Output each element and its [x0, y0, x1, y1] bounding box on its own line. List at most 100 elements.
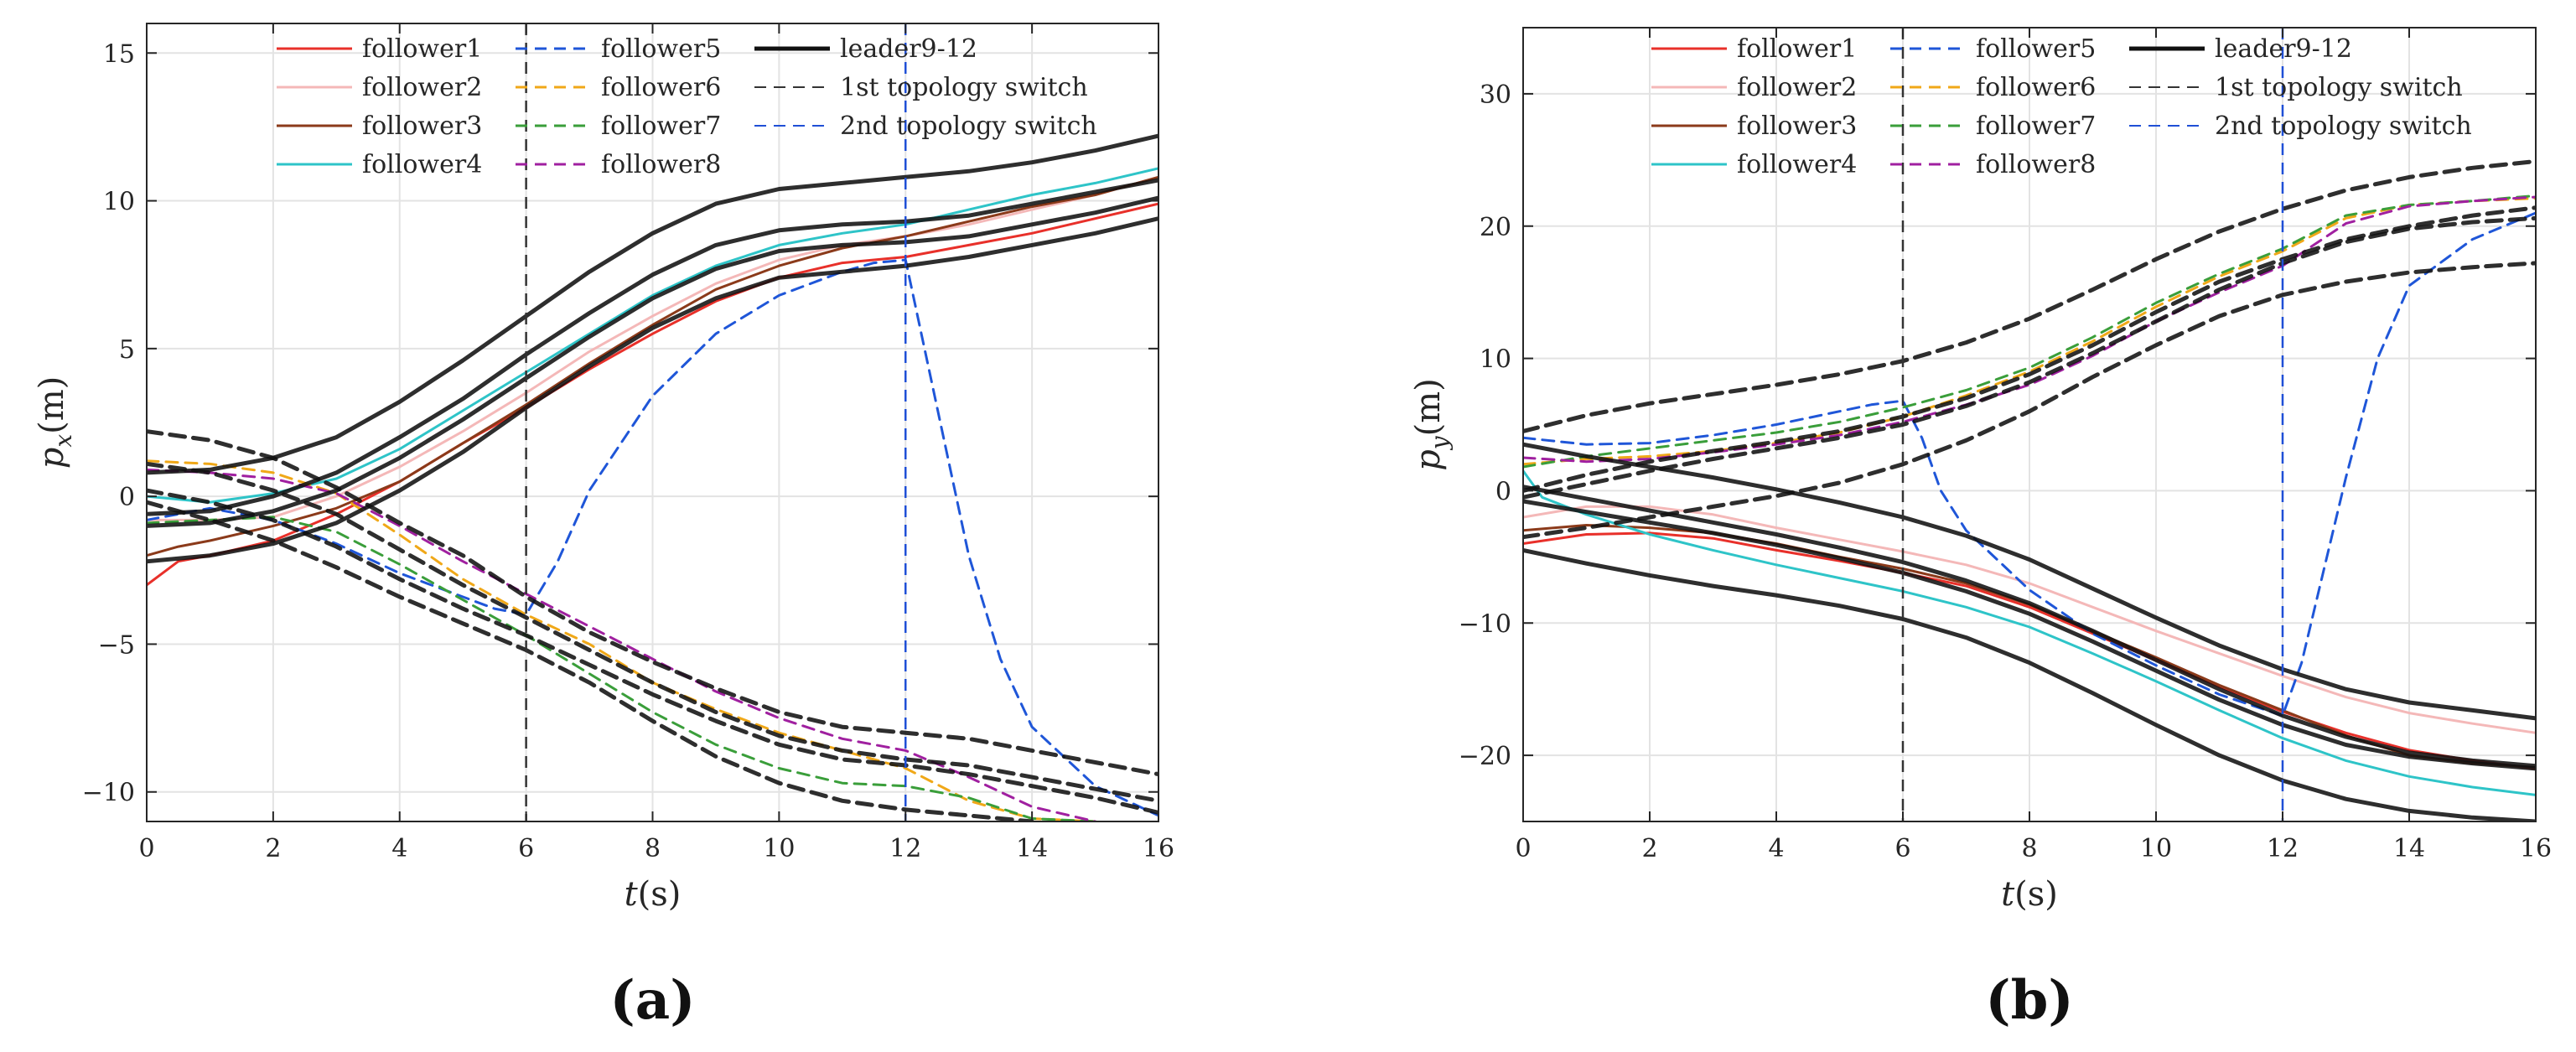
legend-label: 1st topology switch	[2215, 73, 2463, 102]
legend: follower1 follower2 follower3 follower4 foll…	[277, 34, 1097, 179]
y-tick-label: 10	[103, 188, 135, 217]
y-tick-label: 0	[119, 483, 135, 512]
x-tick-label: 14	[2393, 834, 2425, 863]
legend-label: follower7	[1976, 111, 2096, 141]
y-tick-label: 30	[1480, 80, 1511, 110]
legend-label: follower1	[1737, 34, 1857, 64]
y-axis-label-unit: (m)	[33, 376, 71, 434]
legend-label: follower4	[362, 150, 482, 179]
series-line-leader-trajectory-13	[147, 461, 1158, 803]
legend-label: follower5	[1976, 34, 2096, 64]
series-line-leader9-12	[147, 133, 1158, 475]
y-tick-label: −10	[82, 779, 135, 808]
series-line-follower1	[147, 202, 1158, 587]
y-axis-label-unit: (m)	[1409, 378, 1448, 436]
y-axis-label: py(m)	[1409, 378, 1454, 471]
series-line-leader-trajectory-9	[1523, 485, 2536, 769]
chart-panel-b: 0 2 4 6 8 10 12 14 16 −20 −10 0 10 20 30 t(s) py(m) follo…	[1409, 27, 2552, 1032]
legend-label: follower7	[601, 111, 721, 141]
legend-label: follower6	[601, 73, 721, 102]
x-axis-label-var: t	[625, 875, 639, 914]
x-axis-label-unit: (s)	[638, 875, 682, 914]
legend-label: follower2	[362, 73, 482, 102]
x-axis-label: t(s)	[625, 875, 682, 914]
x-tick-label: 0	[138, 834, 154, 863]
series-line-follower3	[147, 175, 1158, 557]
panel-label: (a)	[609, 969, 695, 1032]
series-line-follower5	[147, 258, 1158, 817]
legend-label: follower6	[1976, 73, 2096, 102]
x-tick-label: 0	[1515, 834, 1531, 863]
series-line-follower7	[147, 516, 1097, 821]
legend: follower1 follower2 follower3 follower4 foll…	[1651, 34, 2472, 179]
series-line-follower4	[147, 167, 1158, 504]
series-line-leader-trajectory-15	[1523, 261, 2536, 540]
legend-label: 2nd topology switch	[840, 111, 1097, 141]
series-line-leader-trajectory-10	[147, 195, 1158, 528]
y-axis-label-sub: x	[49, 434, 77, 448]
x-tick-label: 6	[1894, 834, 1910, 863]
y-axis-label: px(m)	[33, 376, 77, 469]
y-axis-label-var: p	[1409, 449, 1448, 471]
x-tick-label: 6	[518, 834, 534, 863]
series-line-leader-trajectory-9	[147, 178, 1158, 516]
x-axis-label-var: t	[2001, 875, 2015, 914]
y-tick-label: 15	[103, 39, 135, 69]
series-line-leader-trajectory-11	[147, 216, 1158, 564]
legend-label: 2nd topology switch	[2215, 111, 2472, 141]
x-axis-label-unit: (s)	[2014, 875, 2058, 914]
legend-label: follower2	[1737, 73, 1857, 102]
y-tick-label: 0	[1495, 477, 1511, 506]
x-tick-label: 2	[265, 834, 281, 863]
x-tick-label: 16	[1143, 834, 1174, 863]
series-line-follower4	[1523, 469, 2536, 796]
series-line-leader-trajectory-11	[1523, 547, 2536, 821]
y-axis-label-var: p	[33, 448, 71, 469]
y-tick-label: 10	[1480, 345, 1511, 375]
x-axis-label: t(s)	[2001, 875, 2058, 914]
series-line-leader9-12	[1523, 442, 2536, 721]
legend-label: 1st topology switch	[840, 73, 1088, 102]
x-tick-label: 12	[889, 834, 921, 863]
series-line-leader-trajectory-12	[1523, 158, 2536, 433]
x-tick-label: 8	[645, 834, 661, 863]
x-tick-label: 12	[2267, 834, 2299, 863]
legend-label: follower5	[601, 34, 721, 64]
y-tick-label: −10	[1459, 609, 1511, 639]
legend-label: follower1	[362, 34, 482, 64]
series-line-follower6	[1523, 197, 2536, 466]
chart-panel-a: 0 2 4 6 8 10 12 14 16 −10 −5 0 5 10 15 t(s) px(m) followe…	[33, 23, 1174, 1032]
series-line-leader-trajectory-15	[147, 500, 1034, 821]
y-tick-label: −20	[1459, 742, 1511, 771]
series-group	[147, 133, 1158, 821]
legend-label: follower8	[1976, 150, 2096, 179]
series-line-follower2	[147, 175, 1158, 521]
series-line-leader-trajectory-10	[1523, 499, 2536, 771]
x-tick-label: 14	[1016, 834, 1048, 863]
legend-label: follower4	[1737, 150, 1857, 179]
x-tick-label: 10	[763, 834, 795, 863]
y-tick-label: 20	[1480, 213, 1511, 242]
series-line-leader-trajectory-12	[147, 429, 1158, 777]
x-tick-label: 4	[391, 834, 407, 863]
series-line-follower7	[1523, 194, 2536, 469]
legend-label: leader9-12	[2215, 34, 2352, 64]
series-line-leader-trajectory-14	[147, 488, 1158, 815]
series-line-follower8	[1523, 195, 2536, 464]
legend-label: leader9-12	[840, 34, 977, 64]
series-line-leader-trajectory-13	[1523, 205, 2536, 493]
series-line-follower1	[1523, 531, 2536, 770]
y-tick-label: −5	[98, 630, 135, 660]
x-tick-label: 10	[2140, 834, 2172, 863]
series-group	[1523, 158, 2536, 821]
legend-label: follower3	[362, 111, 482, 141]
legend-label: follower8	[601, 150, 721, 179]
series-line-leader-trajectory-14	[1523, 215, 2536, 500]
x-tick-label: 8	[2021, 834, 2037, 863]
y-axis-label-sub: y	[1426, 435, 1454, 451]
x-tick-label: 4	[1768, 834, 1784, 863]
x-tick-label: 2	[1641, 834, 1657, 863]
legend-label: follower3	[1737, 111, 1857, 141]
y-tick-label: 5	[119, 335, 135, 365]
